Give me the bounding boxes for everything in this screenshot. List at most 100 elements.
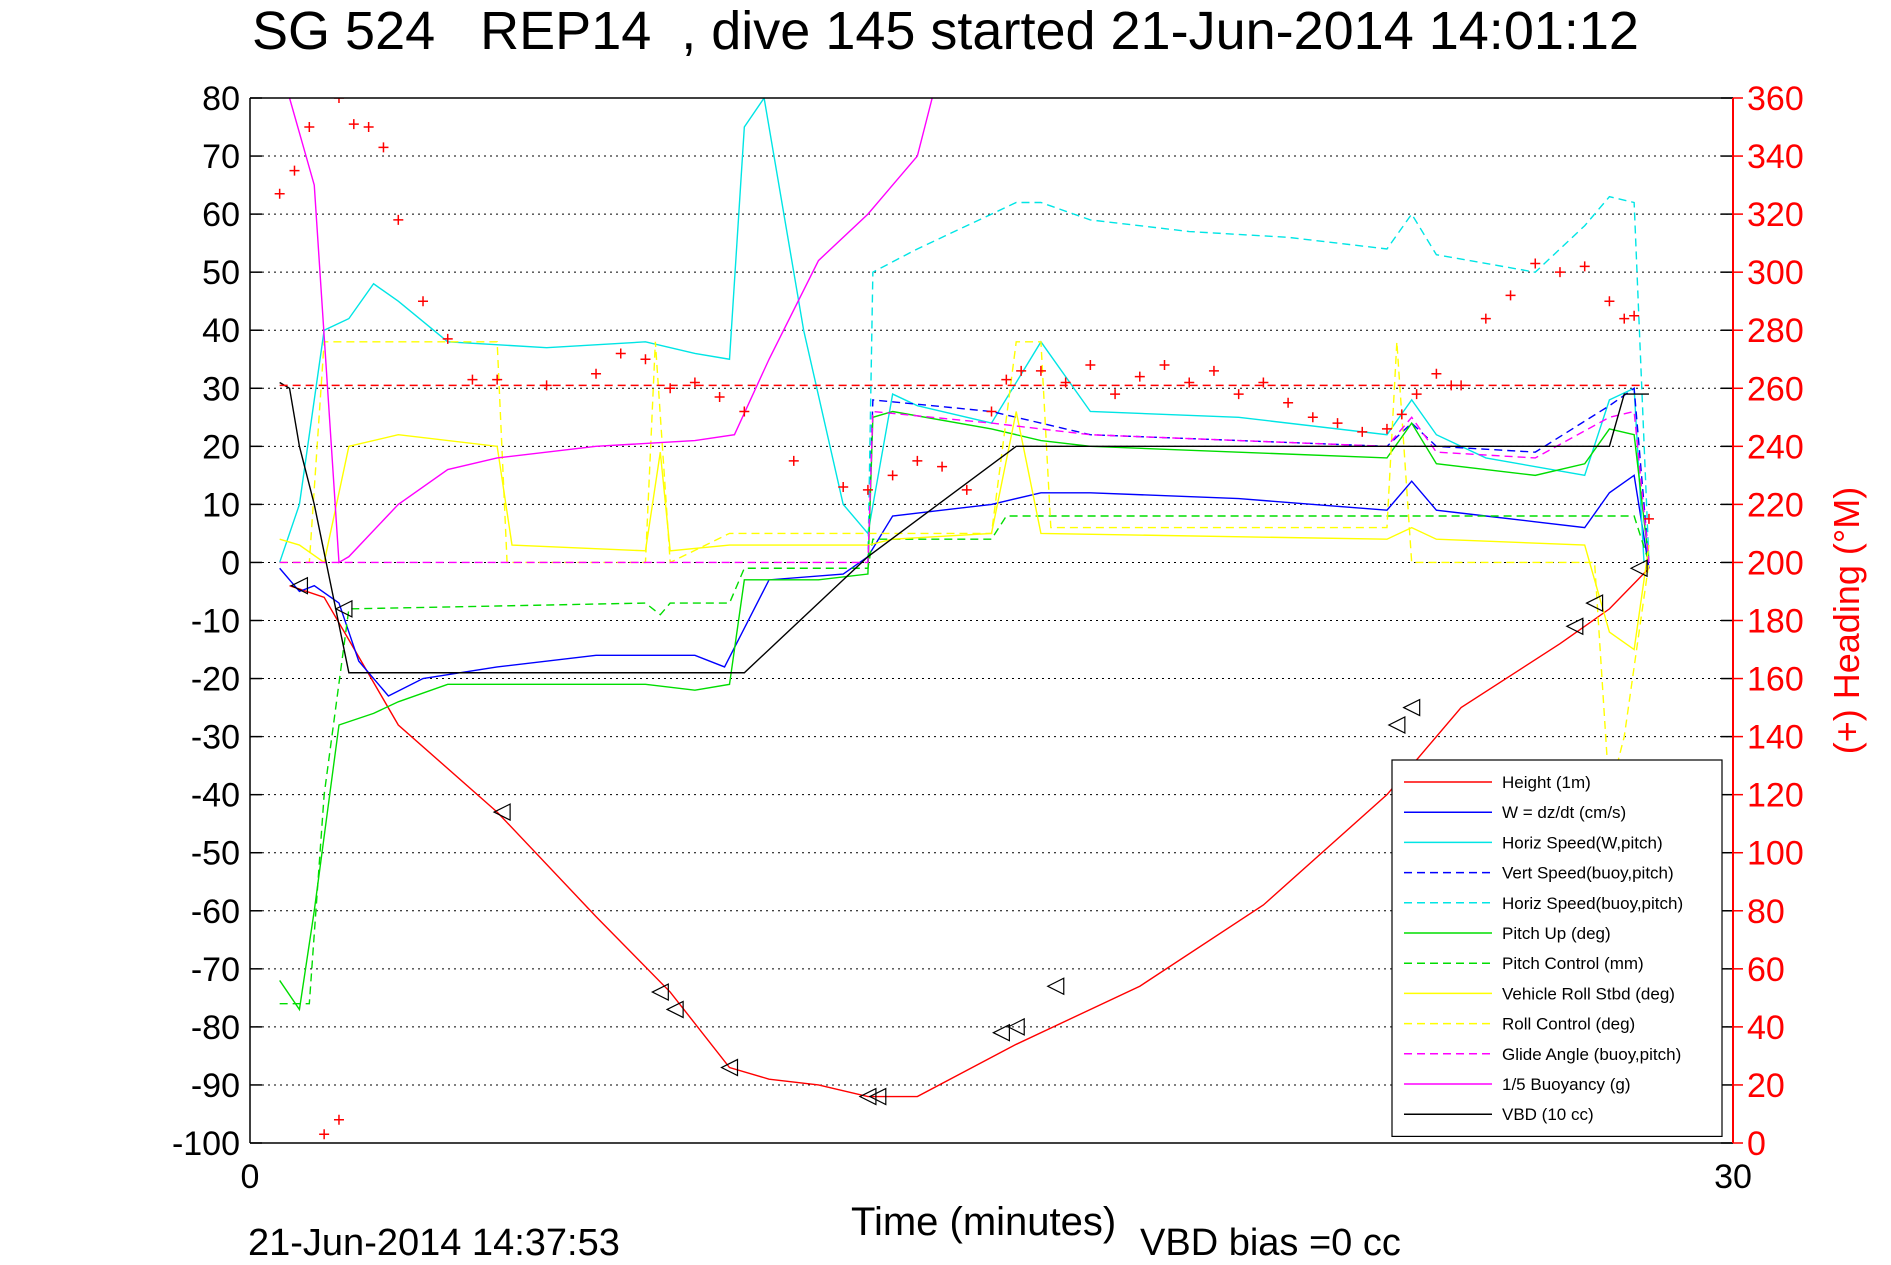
y2-tick-label: 260 <box>1747 370 1804 408</box>
heading-point <box>363 122 374 133</box>
heading-point <box>986 406 997 417</box>
heading-point <box>492 374 503 385</box>
heading-point <box>1184 377 1195 388</box>
heading-point <box>333 1114 344 1125</box>
heading-point <box>1258 377 1269 388</box>
heading-point <box>937 461 948 472</box>
y2-tick-label: 0 <box>1747 1125 1766 1163</box>
heading-point <box>1208 365 1219 376</box>
depth-marker-triangle <box>650 983 669 1002</box>
y-tick-label: -70 <box>191 951 240 989</box>
y2-tick-label: 60 <box>1747 951 1785 989</box>
grid-lines <box>249 97 1734 1144</box>
series-height-1m <box>289 567 1650 1098</box>
depth-marker-triangle <box>1046 977 1065 996</box>
depth-marker-triangle <box>1402 698 1421 717</box>
depth-marker-triangle <box>1387 716 1406 734</box>
y2-tick-label: 280 <box>1747 312 1804 350</box>
series-vbd-10-cc <box>279 381 1649 674</box>
y2-tick-label: 100 <box>1747 835 1804 873</box>
heading-point <box>887 470 898 481</box>
y2-tick-label: 300 <box>1747 254 1804 292</box>
heading-point <box>1480 313 1491 324</box>
heading-point <box>442 333 453 344</box>
legend-label: Horiz Speed(W,pitch) <box>1502 833 1663 852</box>
depth-marker-triangle <box>720 1058 739 1077</box>
depth-marker-triangle <box>492 803 511 822</box>
heading-point <box>274 188 285 199</box>
heading-point <box>1431 368 1442 379</box>
legend-label: VBD (10 cc) <box>1502 1105 1594 1124</box>
y-tick-label: 80 <box>202 80 240 118</box>
y-tick-label: 0 <box>221 544 240 582</box>
depth-marker-triangle <box>665 1000 684 1019</box>
y-tick-label: -50 <box>191 835 240 873</box>
legend-label: Roll Control (deg) <box>1502 1015 1635 1034</box>
heading-point <box>714 391 725 402</box>
y2-tick-label: 200 <box>1747 544 1804 582</box>
y-tick-label: -40 <box>191 777 240 815</box>
y-tick-label: 10 <box>202 486 240 524</box>
heading-point <box>1643 513 1654 524</box>
heading-point <box>378 142 389 153</box>
y-tick-label: -100 <box>172 1125 240 1163</box>
y2-tick-label: 220 <box>1747 486 1804 524</box>
heading-point <box>319 1129 330 1140</box>
y2-axis-label: (+) Heading (°M) <box>1826 487 1867 754</box>
heading-point <box>961 484 972 495</box>
y-tick-label: -20 <box>191 661 240 699</box>
heading-point <box>1381 423 1392 434</box>
chart-title: SG 524 REP14 , dive 145 started 21-Jun-2… <box>252 1 1639 61</box>
y2-tick-label: 20 <box>1747 1067 1785 1105</box>
series-1-5-buoyancy-g <box>288 98 933 564</box>
y2-tick-label: 40 <box>1747 1009 1785 1047</box>
legend-label: Horiz Speed(buoy,pitch) <box>1502 894 1683 913</box>
series-vert-speed-buoy-pitch <box>867 387 1650 563</box>
y-tick-label: 30 <box>202 370 240 408</box>
heading-point <box>1283 397 1294 408</box>
heading-point <box>591 368 602 379</box>
y2-tick-label: 120 <box>1747 777 1804 815</box>
y-tick-label: 20 <box>202 428 240 466</box>
heading-point <box>912 455 923 466</box>
heading-point <box>418 296 429 307</box>
series-pitch-control-mm <box>279 515 1650 1005</box>
y-tick-label: 50 <box>202 254 240 292</box>
heading-point <box>838 481 849 492</box>
legend-label: Pitch Up (deg) <box>1502 924 1611 943</box>
depth-marker-triangle <box>1565 617 1584 636</box>
y-tick-label: 70 <box>202 138 240 176</box>
x-tick-label: 0 <box>241 1158 260 1196</box>
y2-tick-label: 80 <box>1747 893 1785 931</box>
heading-point <box>1619 313 1630 324</box>
heading-point <box>1411 389 1422 400</box>
depth-marker-triangle <box>992 1023 1010 1042</box>
legend: Height (1m) W = dz/dt (cm/s) Horiz Speed(W… <box>1391 759 1723 1137</box>
legend-label: W = dz/dt (cm/s) <box>1502 803 1626 822</box>
y-tick-label: -30 <box>191 719 240 757</box>
heading-point <box>467 374 478 385</box>
heading-point <box>1110 389 1121 400</box>
depth-marker-triangle <box>290 576 309 595</box>
heading-point <box>1604 296 1615 307</box>
depth-marker-triangle <box>1585 594 1604 613</box>
heading-point <box>615 348 626 359</box>
legend-label: Pitch Control (mm) <box>1502 954 1644 973</box>
heading-point <box>393 214 404 225</box>
heading-point <box>1357 426 1368 437</box>
y-tick-label: 40 <box>202 312 240 350</box>
heading-point <box>333 98 344 103</box>
y2-tick-label: 240 <box>1747 428 1804 466</box>
y-tick-label: -60 <box>191 893 240 931</box>
vbd-bias-label: VBD bias =0 cc <box>1140 1222 1401 1264</box>
depth-marker-triangle <box>1006 1017 1025 1036</box>
legend-label: 1/5 Buoyancy (g) <box>1502 1075 1631 1094</box>
y2-tick-label: 360 <box>1747 80 1804 118</box>
heading-point <box>1233 389 1244 400</box>
series-w-dz-dt-cm-s <box>279 474 1650 697</box>
x-tick-label: 30 <box>1714 1158 1752 1196</box>
heading-point <box>1085 360 1096 371</box>
heading-point <box>1035 365 1046 376</box>
y-tick-label: 60 <box>202 196 240 234</box>
